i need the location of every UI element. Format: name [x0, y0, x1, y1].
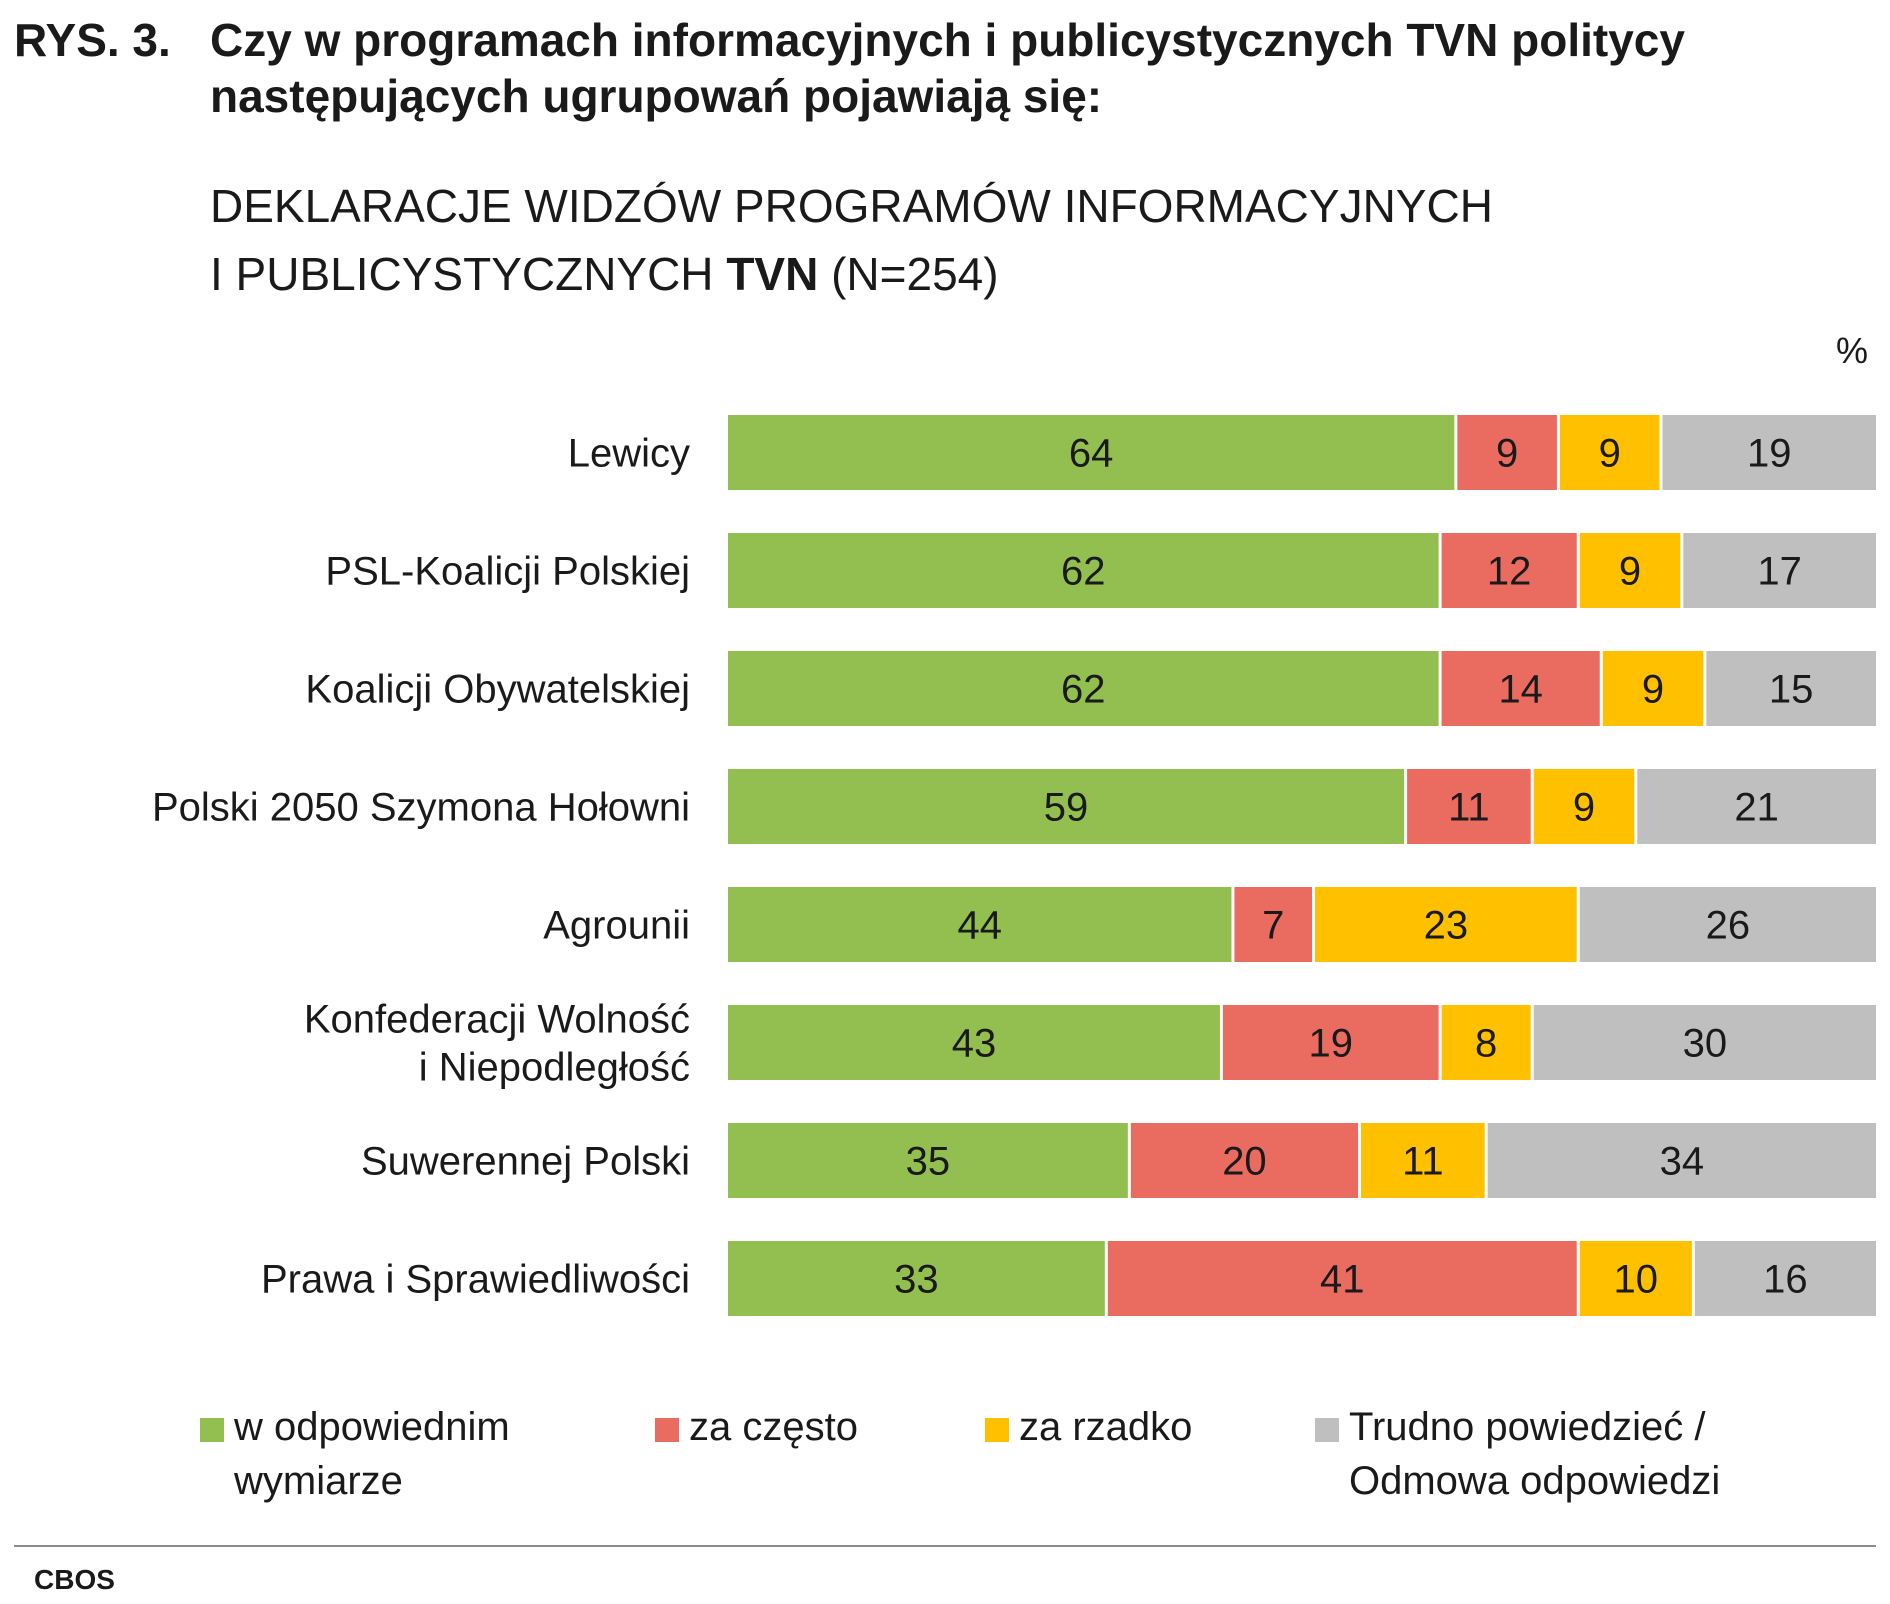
bar-segment: [1637, 769, 1876, 844]
data-label: 9: [1642, 668, 1664, 712]
legend-label: za rzadko: [1019, 1405, 1193, 1449]
data-label: 9: [1599, 432, 1621, 476]
bar-segment: [1559, 415, 1660, 490]
legend-swatch: [655, 1418, 679, 1442]
legend-item: Trudno powiedzieć / Odmowa odpowiedzi: [1315, 1400, 1720, 1508]
bar-segment: [1457, 415, 1557, 490]
bar-segment: [1222, 1005, 1439, 1080]
bar-segment: [728, 769, 1405, 844]
data-label: 11: [1402, 1140, 1444, 1184]
data-label: 21: [1734, 786, 1779, 830]
data-label: 19: [1747, 432, 1792, 476]
data-label: 10: [1614, 1258, 1659, 1302]
data-label: 11: [1448, 786, 1490, 830]
bar-segment: [728, 415, 1455, 490]
data-label: 12: [1487, 550, 1532, 594]
stacked-bar-chart: Lewicy 64 9 9 19 PSL-Koalicji Polskiej 62 12 9 17…: [152, 415, 1876, 1316]
legend-item: w odpowiednim wymiarze: [200, 1400, 510, 1508]
bar-segment: [1579, 1241, 1692, 1316]
category-label: Prawa i Sprawiedliwości: [261, 1258, 690, 1302]
bar-segment: [728, 1123, 1128, 1198]
data-label: 9: [1573, 786, 1595, 830]
data-label: 7: [1262, 904, 1284, 948]
bar-segment: [1315, 887, 1577, 962]
bar-segment: [1662, 415, 1876, 490]
bar-segment: [728, 1241, 1105, 1316]
legend-label: w odpowiednim wymiarze: [234, 1405, 510, 1503]
data-label: 35: [906, 1140, 951, 1184]
bar-segment: [1441, 651, 1600, 726]
legend-item: za rzadko: [985, 1400, 1192, 1454]
data-label: 15: [1769, 668, 1814, 712]
subtitle-line-2-suffix: (N=254): [818, 248, 999, 300]
data-label: 16: [1763, 1258, 1808, 1302]
bar-segment: [1441, 1005, 1531, 1080]
bar-segment: [728, 533, 1439, 608]
bar-segment: [1107, 1241, 1577, 1316]
category-label: Suwerennej Polski: [361, 1140, 690, 1184]
chart-subtitle: DEKLARACJE WIDZÓW PROGRAMÓW INFORMACYJNY…: [210, 172, 1710, 308]
data-label: 62: [1061, 668, 1106, 712]
category-label: Konfederacji Wolność i Niepodległość: [304, 998, 690, 1090]
legend-item: za często: [655, 1400, 858, 1454]
bar-segment: [1441, 533, 1577, 608]
bar-segment: [1533, 769, 1635, 844]
bar-segment: [728, 1005, 1220, 1080]
subtitle-line-2-bold: TVN: [726, 248, 819, 300]
data-label: 34: [1660, 1140, 1705, 1184]
category-label: Lewicy: [568, 432, 690, 476]
data-label: 23: [1424, 904, 1469, 948]
bar-segment: [1234, 887, 1313, 962]
data-label: 20: [1222, 1140, 1267, 1184]
bar-segment: [1694, 1241, 1876, 1316]
bar-segment: [1683, 533, 1876, 608]
bar-segment: [728, 651, 1439, 726]
bar-segment: [1487, 1123, 1876, 1198]
data-label: 14: [1498, 668, 1543, 712]
category-label: PSL-Koalicji Polskiej: [325, 550, 690, 594]
legend-swatch: [200, 1418, 224, 1442]
data-label: 17: [1757, 550, 1802, 594]
data-label: 43: [952, 1022, 997, 1066]
subtitle-line-2: I PUBLICYSTYCZNYCH TVN (N=254): [210, 240, 1710, 308]
bar-segment: [1130, 1123, 1359, 1198]
data-label: 9: [1496, 432, 1518, 476]
data-label: 19: [1309, 1022, 1354, 1066]
data-label: 33: [894, 1258, 939, 1302]
bar-segment: [1533, 1005, 1876, 1080]
bar-segment: [728, 887, 1232, 962]
bar-segment: [1407, 769, 1531, 844]
data-label: 30: [1683, 1022, 1728, 1066]
figure-label: RYS. 3.: [14, 14, 171, 66]
category-label: Agrounii: [543, 904, 690, 948]
data-label: 9: [1619, 550, 1641, 594]
data-label: 44: [957, 904, 1002, 948]
data-label: 59: [1044, 786, 1089, 830]
footer-divider: [14, 1545, 1876, 1547]
legend-label: Trudno powiedzieć / Odmowa odpowiedzi: [1349, 1405, 1721, 1503]
category-label: Koalicji Obywatelskiej: [305, 668, 690, 712]
chart-legend: w odpowiednim wymiarze za często za rzadko…: [0, 1400, 1890, 1510]
unit-label: %: [1836, 330, 1869, 371]
subtitle-line-2-prefix: I PUBLICYSTYCZNYCH: [210, 248, 727, 300]
bar-segment: [1579, 533, 1681, 608]
subtitle-line-1: DEKLARACJE WIDZÓW PROGRAMÓW INFORMACYJNY…: [210, 180, 1493, 232]
legend-label: za często: [689, 1405, 858, 1449]
data-label: 8: [1475, 1022, 1497, 1066]
data-label: 64: [1069, 432, 1114, 476]
data-label: 26: [1706, 904, 1751, 948]
data-label: 62: [1061, 550, 1106, 594]
bar-segment: [1602, 651, 1704, 726]
category-label: Polski 2050 Szymona Hołowni: [152, 786, 690, 830]
data-label: 41: [1320, 1258, 1365, 1302]
bar-segment: [1706, 651, 1876, 726]
bar-segment: [1361, 1123, 1485, 1198]
chart-title: Czy w programach informacyjnych i public…: [210, 14, 1685, 122]
legend-swatch: [985, 1418, 1009, 1442]
legend-swatch: [1315, 1418, 1339, 1442]
source-label: CBOS: [34, 1564, 115, 1595]
bar-segment: [1579, 887, 1876, 962]
